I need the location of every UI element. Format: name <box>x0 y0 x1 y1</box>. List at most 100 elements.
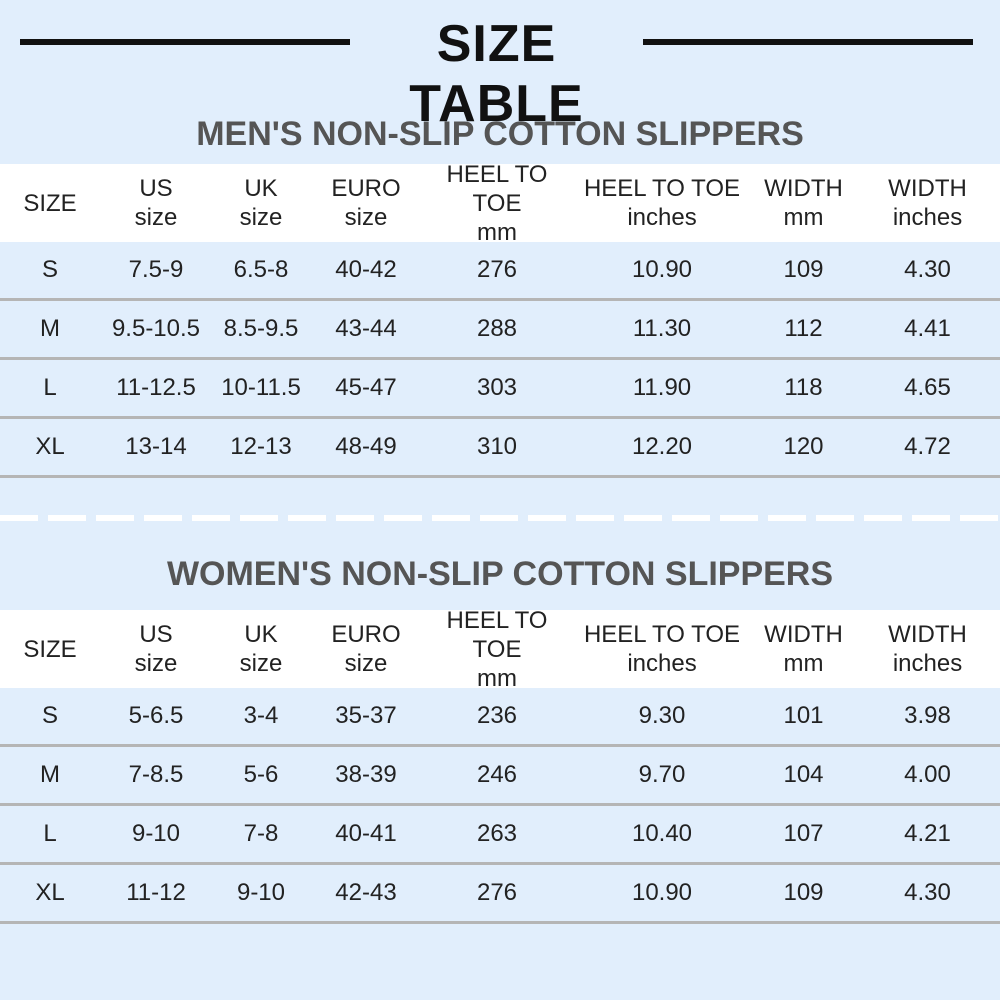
cell-heel-inches: 11.30 <box>632 315 692 342</box>
cell-width-mm: 101 <box>783 702 824 729</box>
cell-width-inches: 4.30 <box>904 879 951 906</box>
cell-width-inches: 4.72 <box>904 433 951 460</box>
mens-table-header: SIZE US size UK size EURO size HEEL TO TOE m… <box>0 161 1000 246</box>
cell-uk: 8.5-9.5 <box>223 315 299 342</box>
cell-us: 7-8.5 <box>128 761 184 788</box>
header-width-mm: WIDTH mm <box>764 175 843 231</box>
cell-size: XL <box>35 433 65 460</box>
cell-heel-inches: 9.30 <box>638 702 686 729</box>
page-title: SIZE TABLE <box>409 15 584 133</box>
cell-width-mm: 118 <box>784 374 823 401</box>
cell-width-mm: 112 <box>784 315 823 342</box>
header-us-size: US size <box>134 175 178 231</box>
cell-size: S <box>41 256 58 283</box>
cell-uk: 12-13 <box>230 433 292 460</box>
cell-heel-inches: 9.70 <box>638 761 686 788</box>
cell-size: L <box>43 374 57 401</box>
cell-heel-inches: 11.90 <box>632 374 692 401</box>
cell-uk: 9-10 <box>236 879 286 906</box>
cell-euro: 43-44 <box>335 315 397 342</box>
header-width-mm: WIDTH mm <box>764 621 843 677</box>
title-rule-right <box>643 39 973 45</box>
header-width-inches: WIDTH inches <box>888 621 967 677</box>
cell-width-mm: 107 <box>783 820 824 847</box>
title-rule-left <box>20 39 350 45</box>
mens-section: MEN'S NON-SLIP COTTON SLIPPERS SIZE US si… <box>0 104 1000 478</box>
table-row: M 9.5-10.5 8.5-9.5 43-44 288 11.30 112 4… <box>0 301 1000 360</box>
cell-euro: 38-39 <box>335 761 397 788</box>
cell-euro: 48-49 <box>335 433 397 460</box>
table-row: XL 11-12 9-10 42-43 276 10.90 109 4.30 <box>0 865 1000 924</box>
cell-heel-mm: 303 <box>476 374 518 401</box>
cell-width-mm: 109 <box>783 256 824 283</box>
cell-heel-mm: 236 <box>476 702 518 729</box>
cell-heel-inches: 10.40 <box>631 820 693 847</box>
cell-heel-mm: 263 <box>476 820 518 847</box>
cell-heel-mm: 276 <box>476 879 518 906</box>
cell-uk: 6.5-8 <box>233 256 289 283</box>
header-width-inches: WIDTH inches <box>888 175 967 231</box>
cell-width-inches: 4.30 <box>904 256 951 283</box>
section-divider <box>0 515 1000 521</box>
cell-size: M <box>40 761 60 788</box>
header-uk-size: UK size <box>239 621 283 677</box>
cell-euro: 40-41 <box>335 820 397 847</box>
cell-heel-inches: 10.90 <box>631 256 693 283</box>
cell-size: XL <box>35 879 65 906</box>
cell-size: M <box>40 315 60 342</box>
mens-table-body: S 7.5-9 6.5-8 40-42 276 10.90 109 4.30 M… <box>0 242 1000 478</box>
cell-uk: 10-11.5 <box>221 374 301 401</box>
table-row: L 9-10 7-8 40-41 263 10.40 107 4.21 <box>0 806 1000 865</box>
header-heel-to-toe-inches: HEEL TO TOE inches <box>583 621 741 677</box>
cell-width-inches: 4.21 <box>904 820 951 847</box>
cell-uk: 5-6 <box>243 761 279 788</box>
table-row: XL 13-14 12-13 48-49 310 12.20 120 4.72 <box>0 419 1000 478</box>
cell-us: 9-10 <box>131 820 181 847</box>
cell-size: L <box>43 820 57 847</box>
header-size: SIZE <box>23 189 77 217</box>
header-us-size: US size <box>134 621 178 677</box>
cell-us: 9.5-10.5 <box>111 315 201 342</box>
cell-us: 13-14 <box>125 433 187 460</box>
header-euro-size: EURO size <box>331 621 401 677</box>
cell-us: 11-12 <box>126 879 186 906</box>
table-row: L 11-12.5 10-11.5 45-47 303 11.90 118 4.… <box>0 360 1000 419</box>
header-heel-to-toe-mm: HEEL TO TOE mm <box>446 606 548 692</box>
cell-uk: 7-8 <box>243 820 279 847</box>
cell-width-mm: 109 <box>783 879 824 906</box>
cell-euro: 35-37 <box>335 702 397 729</box>
cell-uk: 3-4 <box>243 702 279 729</box>
cell-heel-inches: 12.20 <box>631 433 693 460</box>
cell-width-inches: 4.00 <box>904 761 951 788</box>
header-euro-size: EURO size <box>331 175 401 231</box>
cell-width-mm: 104 <box>783 761 824 788</box>
cell-euro: 42-43 <box>335 879 397 906</box>
header-size: SIZE <box>23 635 77 663</box>
header-heel-to-toe-inches: HEEL TO TOE inches <box>583 175 741 231</box>
header-uk-size: UK size <box>239 175 283 231</box>
cell-width-mm: 120 <box>783 433 824 460</box>
mens-section-title: MEN'S NON-SLIP COTTON SLIPPERS <box>196 115 804 153</box>
womens-table-header: SIZE US size UK size EURO size HEEL TO TOE m… <box>0 607 1000 692</box>
table-row: M 7-8.5 5-6 38-39 246 9.70 104 4.00 <box>0 747 1000 806</box>
cell-heel-mm: 310 <box>476 433 518 460</box>
cell-heel-mm: 288 <box>476 315 518 342</box>
cell-heel-mm: 276 <box>476 256 518 283</box>
table-row: S 7.5-9 6.5-8 40-42 276 10.90 109 4.30 <box>0 242 1000 301</box>
cell-heel-inches: 10.90 <box>631 879 693 906</box>
cell-width-inches: 3.98 <box>904 702 951 729</box>
cell-us: 5-6.5 <box>128 702 184 729</box>
title-bar: SIZE TABLE <box>0 0 1000 133</box>
cell-us: 11-12.5 <box>116 374 196 401</box>
cell-us: 7.5-9 <box>128 256 184 283</box>
table-row: S 5-6.5 3-4 35-37 236 9.30 101 3.98 <box>0 688 1000 747</box>
cell-width-inches: 4.65 <box>904 374 951 401</box>
cell-width-inches: 4.41 <box>904 315 951 342</box>
womens-table-body: S 5-6.5 3-4 35-37 236 9.30 101 3.98 M 7-… <box>0 688 1000 924</box>
cell-size: S <box>41 702 58 729</box>
header-heel-to-toe-mm: HEEL TO TOE mm <box>446 160 548 246</box>
womens-section: WOMEN'S NON-SLIP COTTON SLIPPERS SIZE US… <box>0 544 1000 924</box>
cell-euro: 45-47 <box>335 374 397 401</box>
womens-section-title: WOMEN'S NON-SLIP COTTON SLIPPERS <box>166 555 834 593</box>
cell-euro: 40-42 <box>335 256 397 283</box>
